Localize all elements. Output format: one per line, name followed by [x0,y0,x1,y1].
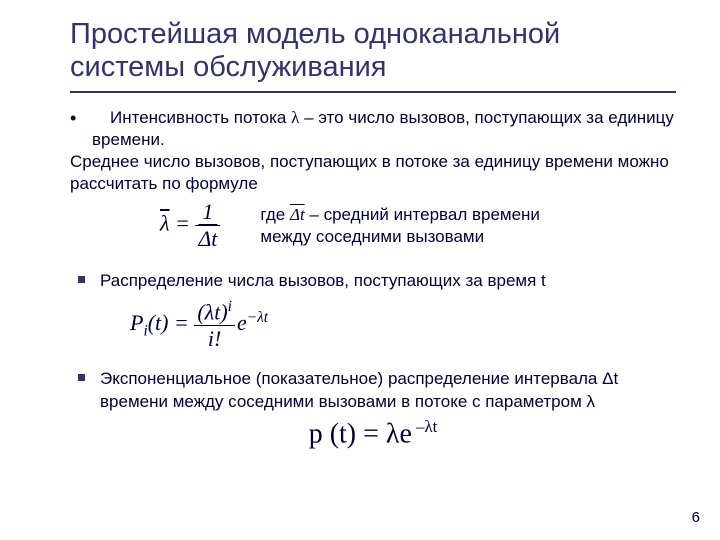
poisson-exp: −λt [247,309,268,326]
desc-delta-t-bar: Δt [290,205,305,224]
poisson-num-sup: i [228,298,232,315]
poisson-of-t: (t) = [148,310,195,335]
exp-formula-base: p (t) = λe [309,418,412,449]
slide: Простейшая модель одноканальной системы … [0,0,720,540]
equals-sign: = [170,211,196,236]
poisson-num: (λt)i [194,298,235,325]
slide-title: Простейшая модель одноканальной системы … [70,18,676,85]
intro-text: Интенсивность потока λ – это число вызов… [92,107,676,151]
poisson-P: P [130,310,143,335]
page-number: 6 [692,509,700,526]
formula-exponential: p (t) = λe –λt [70,417,676,450]
bullet-exponential: Экспоненциальное (показательное) распред… [78,368,676,412]
intro-line1-pre: Интенсивность потока [110,108,291,127]
delta-t-bar: Δt [198,226,217,251]
formula-poisson: Pi (t) = (λt)ii!e−λt [130,298,676,352]
formula-desc: где Δt – средний интервал времени между … [260,204,590,247]
formula-mean-rate-row: λ = 1Δt где Δt – средний интервал времен… [160,199,676,252]
bullet-exponential-text: Экспоненциальное (показательное) распред… [100,369,618,410]
poisson-den: i! [194,325,235,352]
square-bullet-icon-2 [78,374,85,381]
intro-paragraph: • Интенсивность потока λ – это число выз… [70,107,676,195]
bullet-distribution-text: Распределение числа вызовов, поступающих… [100,271,546,290]
bullet-distribution: Распределение числа вызовов, поступающих… [78,270,676,292]
title-underline [70,91,676,93]
desc-sep: – [305,205,324,224]
poisson-num-left: (λt) [197,299,227,324]
square-bullet-icon [78,276,85,283]
fraction: 1Δt [195,199,220,252]
lambda-bar: λ [160,211,170,236]
fraction-denominator: Δt [195,225,220,252]
poisson-e: e [237,310,247,335]
fraction-numerator: 1 [195,199,220,225]
bullet-dot-icon: • [70,107,76,130]
intro-line2: Среднее число вызовов, поступающих в пот… [70,151,676,195]
poisson-fraction: (λt)ii! [194,298,235,352]
formula-mean-rate: λ = 1Δt [160,199,220,252]
exp-formula-sup: –λt [412,417,437,436]
desc-pre: где [260,205,290,224]
